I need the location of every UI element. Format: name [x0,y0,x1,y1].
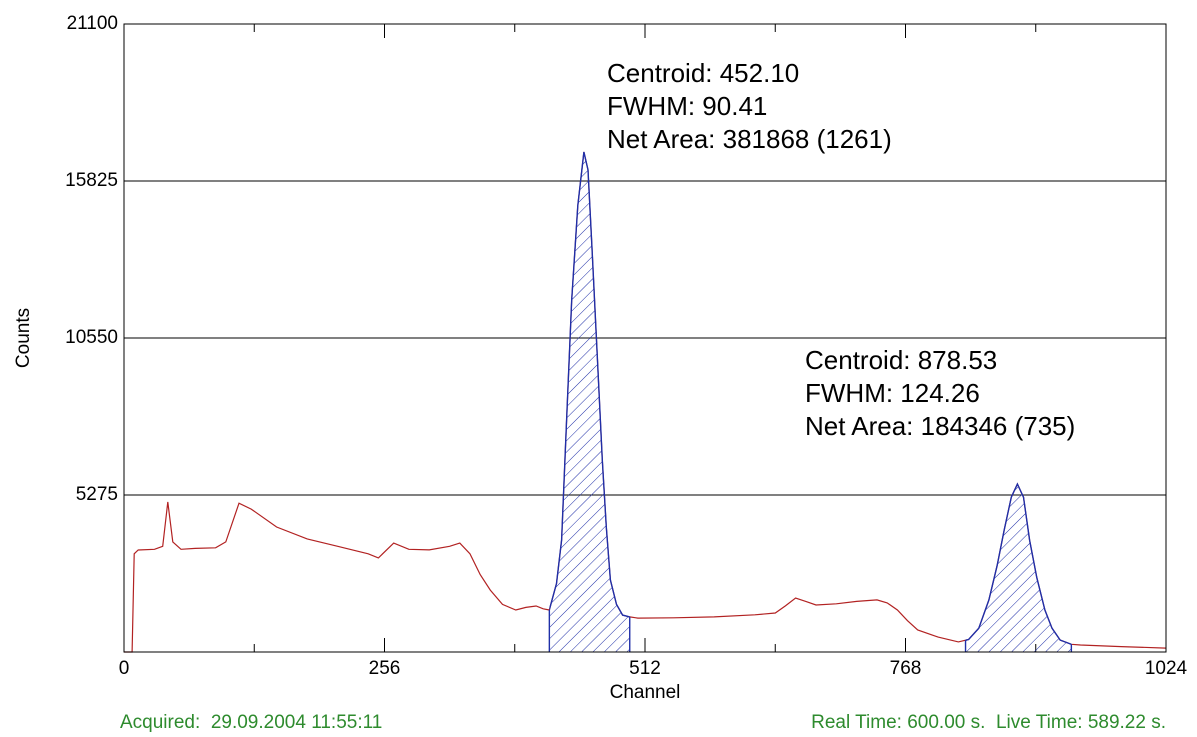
x-tick-label: 768 [890,658,922,679]
peak-area [549,152,630,652]
peak-annotation: Centroid: 878.53 [805,345,997,375]
plot-frame [123,23,1167,653]
x-tick-label: 1024 [1145,658,1188,679]
peak-region [965,482,1072,652]
y-tick-label: 10550 [65,327,118,348]
peak-annotation: Centroid: 452.10 [607,58,799,88]
y-tick-label: 5275 [76,484,118,505]
peak-annotation: FWHM: 90.41 [607,91,767,121]
peak-annotation: Net Area: 184346 (735) [805,411,1075,441]
x-tick-label: 512 [629,658,661,679]
x-axis-label: Channel [610,682,681,703]
x-tick-label: 256 [369,658,401,679]
peak-area [965,484,1072,652]
peak-line [549,151,630,618]
footer-right: Real Time: 600.00 s. Live Time: 589.22 s… [811,712,1166,733]
x-tick-label: 0 [119,658,130,679]
peak-annotation: Net Area: 381868 (1261) [607,124,892,154]
footer-left: Acquired: 29.09.2004 11:55:11 [120,712,382,733]
peak-region [549,151,630,652]
peak-line [965,482,1072,645]
y-axis-label: Counts [13,308,34,368]
y-tick-label: 15825 [65,170,118,191]
peak-annotation: FWHM: 124.26 [805,378,980,408]
y-tick-label: 21100 [67,13,118,34]
